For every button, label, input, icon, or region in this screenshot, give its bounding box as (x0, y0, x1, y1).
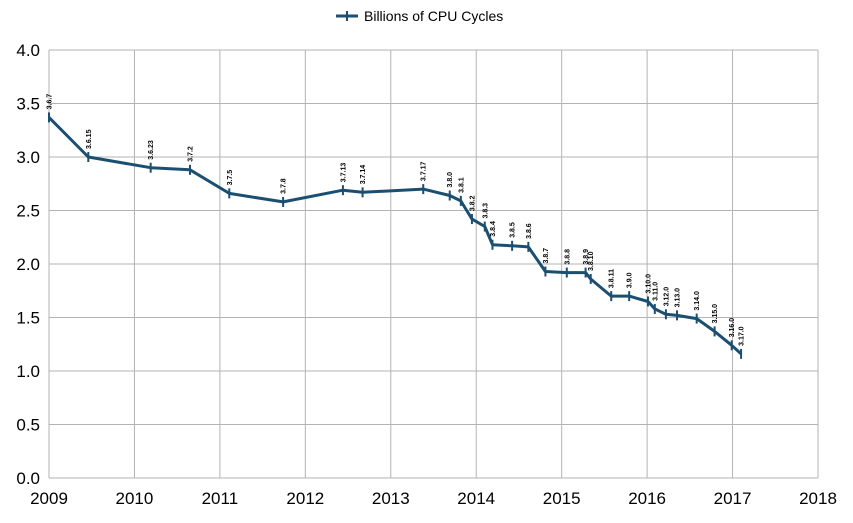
x-tick-label: 2010 (116, 489, 154, 508)
data-label: 3.17.0 (739, 326, 746, 346)
data-label: 3.10.0 (646, 274, 653, 294)
data-label: 3.8.3 (482, 203, 489, 219)
x-tick-label: 2017 (714, 489, 752, 508)
data-label: 3.6.15 (86, 129, 93, 149)
data-label: 3.8.10 (588, 251, 595, 271)
data-label: 3.7.2 (188, 146, 195, 162)
gridlines (48, 49, 819, 479)
series-line (47, 116, 743, 356)
y-tick-label: 4.0 (16, 41, 40, 60)
y-tick-label: 3.0 (16, 148, 40, 167)
x-tick-label: 2011 (202, 489, 239, 508)
data-label: 3.14.0 (694, 291, 701, 311)
x-tick-label: 2013 (372, 489, 410, 508)
y-tick-label: 0.0 (16, 469, 40, 488)
y-tick-label: 2.0 (16, 255, 40, 274)
legend: Billions of CPU Cycles (336, 8, 503, 24)
data-label: 3.8.6 (526, 223, 533, 239)
y-tick-label: 3.5 (16, 95, 40, 114)
y-tick-label: 1.0 (16, 362, 40, 381)
legend-series-label: Billions of CPU Cycles (364, 8, 503, 24)
point-labels: 3.6.7 3.6.15 3.6.23 3.7.2 3.7.5 3.7.8 3.7.13 3.… (47, 94, 746, 346)
data-label: 3.7.13 (340, 163, 347, 183)
series-layer (47, 112, 743, 359)
data-label: 3.11.0 (652, 282, 659, 301)
data-label: 3.9.0 (627, 272, 634, 288)
data-label: 3.7.17 (421, 162, 428, 182)
data-label: 3.6.23 (148, 140, 155, 160)
data-label: 3.7.14 (360, 165, 367, 185)
y-tick-label: 0.5 (16, 416, 40, 435)
data-label: 3.8.4 (490, 221, 497, 237)
data-label: 3.8.9 (583, 249, 590, 265)
data-label: 3.6.7 (47, 94, 54, 110)
data-label: 3.13.0 (675, 288, 682, 308)
data-label: 3.8.1 (458, 177, 465, 193)
data-label: 3.8.2 (470, 195, 477, 211)
axes: 0.0 0.5 1.0 1.5 2.0 2.5 3.0 3.5 4.0 2009 2010 2011 2… (16, 41, 837, 508)
x-tick-label: 2012 (286, 489, 324, 508)
data-label: 3.15.0 (712, 304, 719, 324)
x-tick-label: 2018 (799, 489, 837, 508)
x-tick-label: 2015 (543, 489, 581, 508)
data-label: 3.8.5 (510, 222, 517, 238)
x-tick-label: 2009 (30, 489, 68, 508)
data-label: 3.16.0 (729, 318, 736, 338)
y-tick-label: 1.5 (16, 309, 40, 328)
x-tick-label: 2016 (628, 489, 666, 508)
data-label: 3.8.8 (564, 249, 571, 265)
data-label: 3.8.7 (543, 248, 550, 264)
data-label: 3.12.0 (663, 287, 670, 307)
data-label: 3.8.0 (447, 172, 454, 188)
data-label: 3.8.11 (609, 269, 616, 288)
data-label: 3.7.8 (281, 178, 288, 194)
data-label: 3.7.5 (227, 170, 234, 186)
y-tick-label: 2.5 (16, 202, 40, 221)
x-tick-label: 2014 (457, 489, 495, 508)
